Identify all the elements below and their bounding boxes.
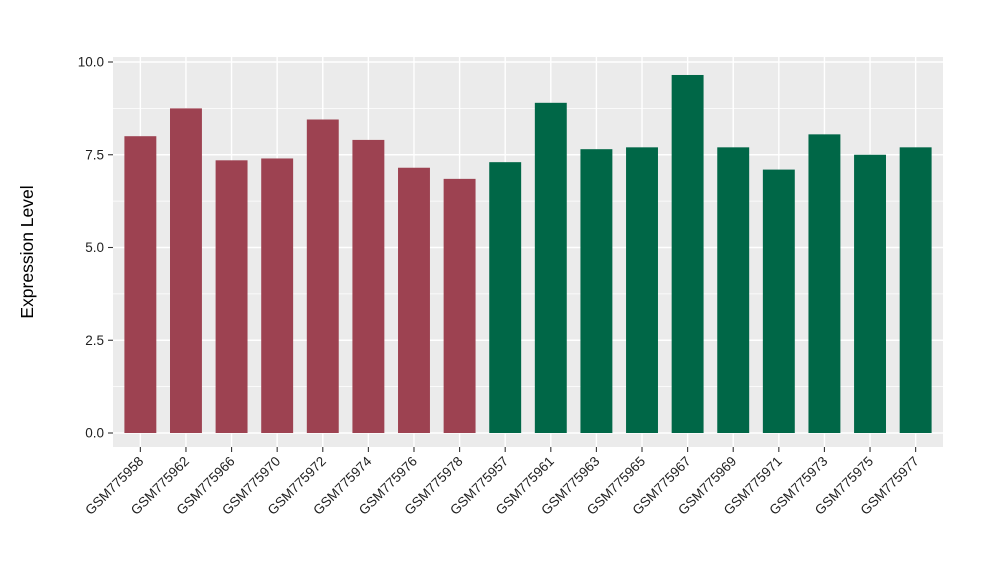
bar-GSM775962	[170, 108, 202, 433]
bars	[124, 74, 932, 434]
bar-GSM775971	[762, 169, 795, 433]
bar-GSM775965	[626, 147, 658, 433]
bar-GSM775966	[215, 160, 248, 433]
bar-GSM775973	[808, 134, 841, 433]
bar-GSM775972	[306, 119, 339, 433]
y-tick-label: 7.5	[85, 147, 104, 162]
bar-GSM775976	[398, 167, 430, 434]
bar-GSM775967	[671, 74, 704, 434]
y-tick-label: 2.5	[85, 333, 104, 348]
bar-GSM775974	[352, 139, 385, 433]
bar-GSM775977	[899, 147, 932, 433]
y-tick-label: 5.0	[85, 240, 104, 255]
plot-panel	[113, 57, 943, 447]
bar-GSM775957	[489, 162, 522, 434]
bar-GSM775963	[580, 149, 613, 433]
y-tick-label: 0.0	[85, 426, 104, 441]
bar-GSM775969	[717, 147, 750, 433]
bar-GSM775958	[124, 136, 157, 433]
bar-GSM775978	[443, 178, 476, 433]
y-axis-title: Expression Level	[17, 185, 37, 318]
y-tick-label: 10.0	[78, 55, 104, 70]
bar-GSM775961	[534, 102, 567, 433]
bar-GSM775970	[261, 158, 294, 433]
bar-GSM775975	[854, 154, 886, 433]
